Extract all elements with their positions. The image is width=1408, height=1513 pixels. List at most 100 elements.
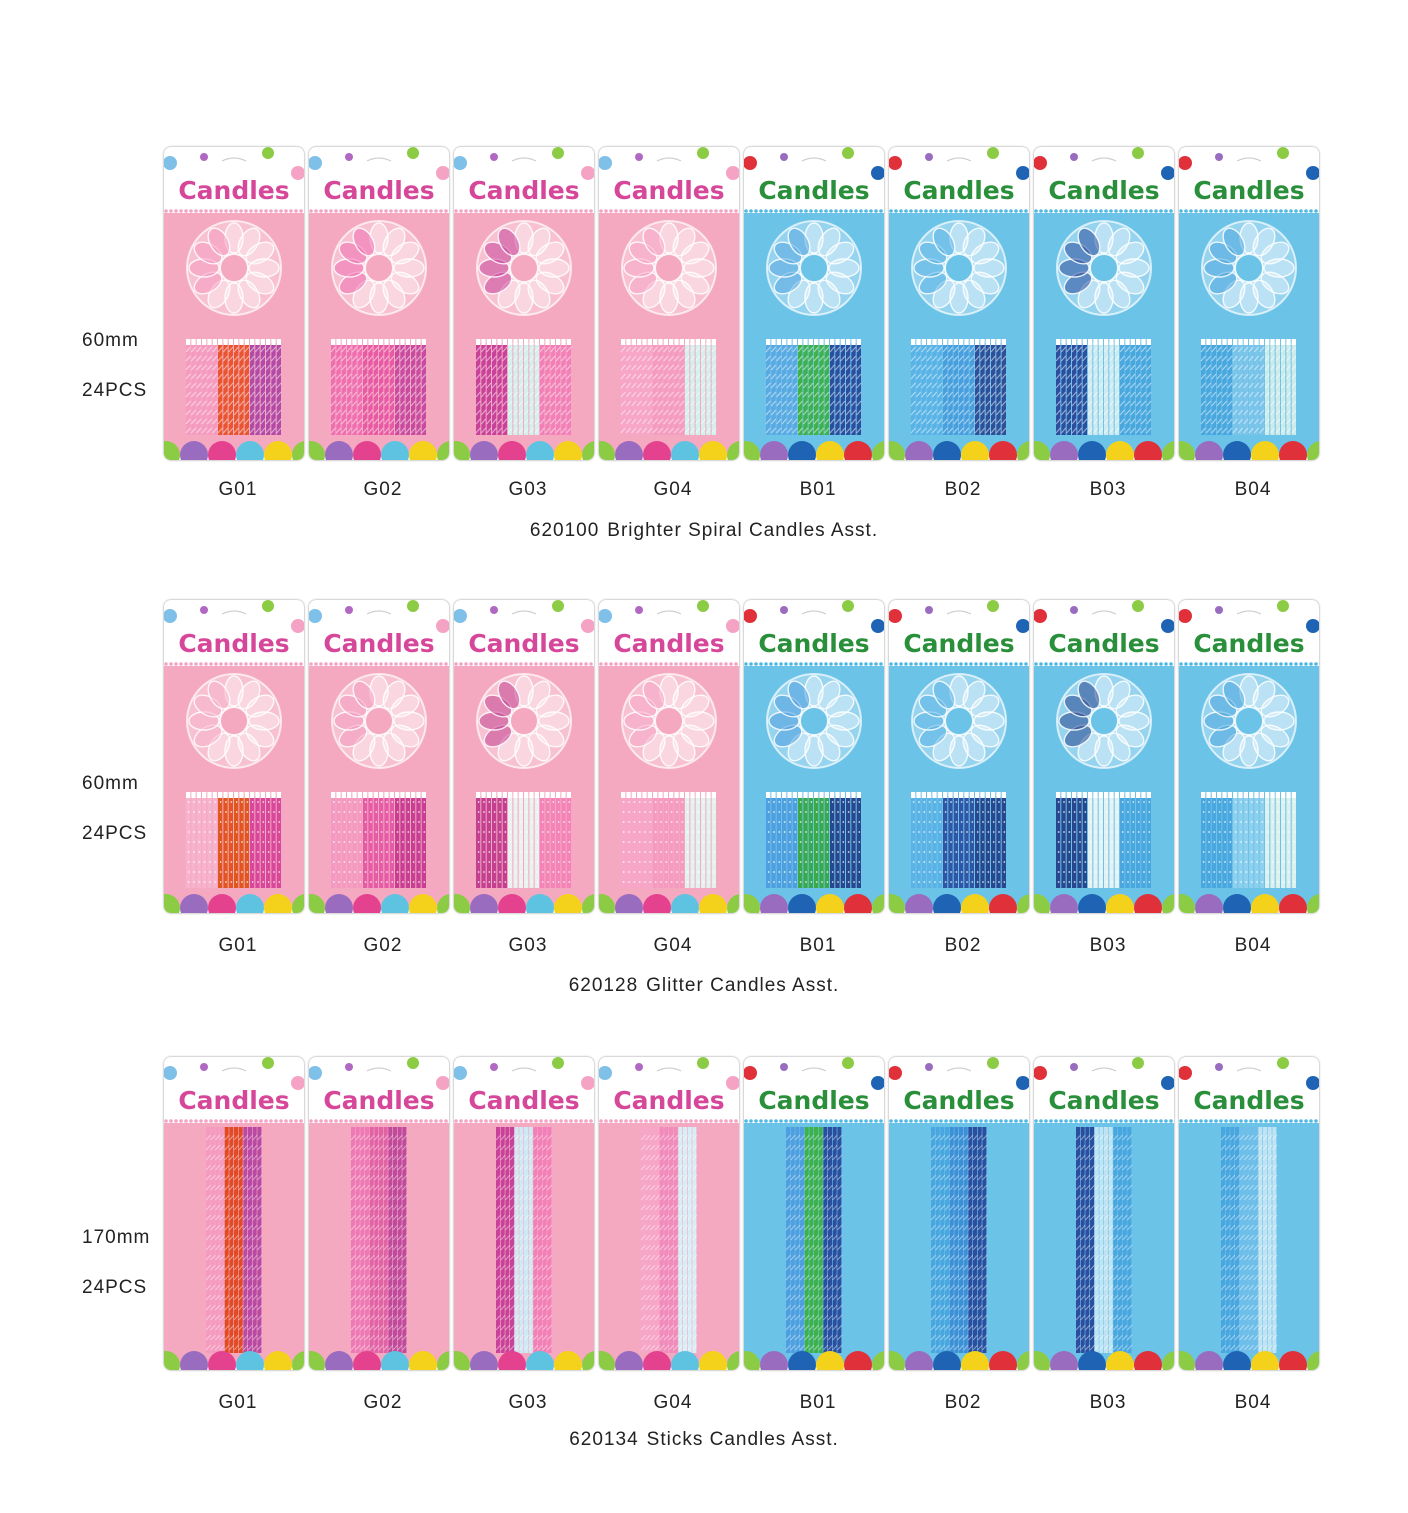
decor-dot [925,153,933,161]
brand-logo-text: Candles [1048,176,1159,205]
decor-dot [291,1076,304,1090]
product-code: B01 [799,935,837,956]
decor-dot [987,1057,999,1069]
decor-dot [345,606,353,614]
decor-dot [1179,1066,1192,1080]
holder-tray [621,220,717,316]
product-code: B04 [1234,935,1272,956]
decor-dot [407,147,419,159]
product-card-g01: Candles [164,1057,304,1370]
scallop-border [1034,441,1174,460]
decor-dot [436,1076,449,1090]
brand-logo-text: Candles [1048,629,1159,658]
decor-dot [436,619,449,633]
decor-dot [1161,166,1174,180]
product-code: G03 [508,935,548,956]
candle-set [785,1127,843,1353]
candle-set [350,1127,408,1353]
product-cards: Candles Candles Candles Candles Candles Candl… [164,600,1324,915]
card-artwork: Candles [889,1057,1029,1370]
size-pcs: 24PCS [82,1277,148,1298]
decor-dot [925,1063,933,1071]
decor-dot [635,153,643,161]
candle-set [930,1127,988,1353]
candle-set [620,339,717,435]
card-artwork: Candles [454,1057,594,1370]
decor-dot [871,1076,884,1090]
decor-dot [1306,166,1319,180]
decor-dot [454,609,467,623]
product-code: B03 [1089,479,1127,500]
holder-tray [186,220,282,316]
brand-logo-text: Candles [1048,1086,1159,1115]
scallop-border [744,1351,884,1370]
decor-dot [889,609,902,623]
scallop-border [599,441,739,460]
product-card-g04: Candles [599,1057,739,1370]
scallop-border [744,894,884,913]
decor-dot [552,600,564,612]
scallop-border [309,894,449,913]
candle-set [1075,1127,1133,1353]
product-code: G02 [363,479,403,500]
decor-dot [164,156,177,170]
size-label: 60mm 24PCS [82,303,147,428]
decor-dot [842,600,854,612]
decor-dot [454,1066,467,1080]
product-card-b02: Candles [889,600,1029,913]
decor-dot [780,1063,788,1071]
decor-dot [345,153,353,161]
product-code: B01 [799,479,837,500]
candle-set [1220,1127,1278,1353]
size-mm: 170mm [82,1227,151,1248]
candle-set [910,339,1007,435]
card-artwork: Candles [1179,1057,1319,1370]
size-pcs: 24PCS [82,380,148,401]
candle-set [475,339,572,435]
section-caption: 620134 Sticks Candles Asst. [0,1429,1408,1451]
decor-dot [744,609,757,623]
card-artwork: Candles [1034,1057,1174,1370]
product-card-b01: Candles [744,1057,884,1370]
decor-dot [697,147,709,159]
candle-set [205,1127,263,1353]
candle-set [186,792,281,888]
brand-logo-text: Candles [903,176,1014,205]
decor-dot [635,606,643,614]
size-mm: 60mm [82,773,139,794]
decor-dot [599,1066,612,1080]
brand-logo-text: Candles [613,176,724,205]
decor-dot [291,619,304,633]
brand-logo-text: Candles [178,176,289,205]
card-artwork: Candles [1034,147,1174,460]
product-card-g02: Candles [309,1057,449,1370]
product-card-b04: Candles [1179,1057,1319,1370]
brand-logo-text: Candles [1193,176,1304,205]
scallop-border [309,1351,449,1370]
candle-set [765,339,862,435]
decor-dot [581,1076,594,1090]
card-artwork: Candles [889,600,1029,913]
product-code: G03 [508,479,548,500]
holder-tray [911,220,1007,316]
brand-logo-text: Candles [323,1086,434,1115]
holder-tray [621,673,717,769]
decor-dot [635,1063,643,1071]
decor-dot [1016,1076,1029,1090]
scallop-border [1034,894,1174,913]
product-card-b01: Candles [744,147,884,460]
decor-dot [1215,606,1223,614]
decor-dot [436,166,449,180]
decor-dot [1277,600,1289,612]
decor-dot [164,609,177,623]
card-artwork: Candles [309,600,449,913]
product-code: G04 [653,479,693,500]
product-card-b04: Candles [1179,600,1319,913]
card-artwork: Candles [1034,600,1174,913]
scallop-border [599,894,739,913]
card-artwork: Candles [744,600,884,913]
brand-logo-text: Candles [323,176,434,205]
decor-dot [345,1063,353,1071]
decor-dot [581,166,594,180]
decor-dot [200,153,208,161]
